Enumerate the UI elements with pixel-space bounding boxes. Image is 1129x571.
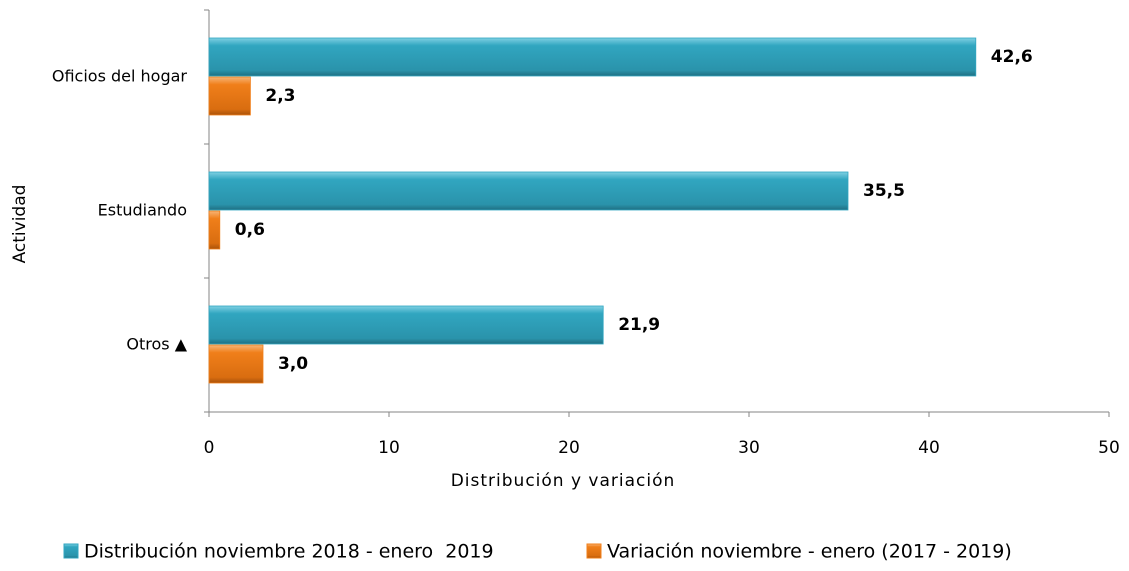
y-tick-label: Estudiando: [98, 201, 187, 220]
legend-marker: [586, 543, 602, 559]
x-tick-label: 50: [1098, 438, 1120, 458]
value-label: 42,6: [991, 47, 1033, 67]
bar: [208, 210, 221, 250]
legend-label: Variación noviembre - enero (2017 - 2019…: [607, 541, 1012, 563]
bar: [208, 171, 849, 211]
legend-marker: [63, 543, 79, 559]
x-tick-label: 30: [738, 438, 760, 458]
y-tick-label: Otros ▲: [126, 335, 187, 354]
y-tick-label: Oficios del hogar: [52, 67, 188, 86]
x-tick-label: 0: [204, 438, 215, 458]
y-axis-title: Actividad: [10, 185, 30, 264]
x-axis-title: Distribución y variación: [451, 471, 676, 491]
bar: [208, 37, 977, 77]
value-label: 21,9: [618, 315, 660, 335]
bar: [208, 305, 604, 345]
x-tick-label: 40: [918, 438, 940, 458]
x-tick-label: 20: [558, 438, 580, 458]
value-label: 35,5: [863, 181, 905, 201]
value-label: 0,6: [235, 220, 265, 240]
x-tick-label: 10: [378, 438, 400, 458]
bar: [208, 76, 251, 116]
value-label: 2,3: [265, 86, 295, 106]
value-label: 3,0: [278, 354, 308, 374]
legend-label: Distribución noviembre 2018 - enero 2019: [84, 541, 494, 563]
bar: [208, 344, 264, 384]
